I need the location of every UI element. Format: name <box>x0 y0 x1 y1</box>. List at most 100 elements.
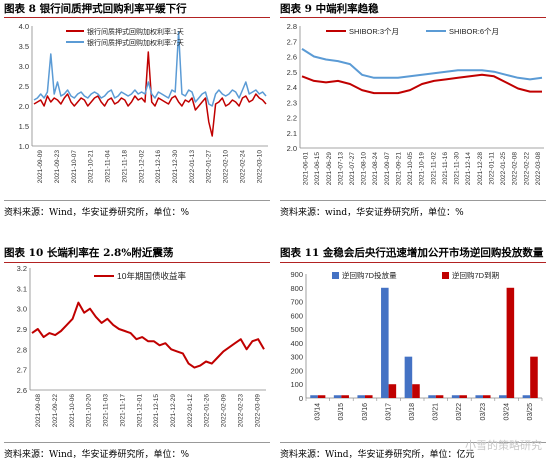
x-tick-label: 2021-12-30 <box>172 150 179 184</box>
y-tick-label: 2.7 <box>287 37 297 46</box>
legend-label: 10年期国债收益率 <box>117 271 186 281</box>
x-tick-label: 2022-01-12 <box>187 394 194 428</box>
y-tick-label: 2.1 <box>287 129 297 138</box>
y-tick-label: 700 <box>290 298 303 307</box>
bar <box>404 356 413 398</box>
x-tick-label: 2022-01-13 <box>189 150 196 184</box>
y-tick-label: 2.8 <box>287 22 297 31</box>
x-tick-label: 2021-06-01 <box>303 152 310 186</box>
x-tick-label: 2022-02-23 <box>237 394 244 428</box>
y-tick-label: 2.5 <box>287 68 297 77</box>
y-tick-label: 3.2 <box>17 264 27 273</box>
x-tick-label: 2021-07-27 <box>349 152 356 186</box>
chart-panel-8: 图表 8 银行间质押式回购利率平缓下行 1.0 1.5 2.0 2.5 3.0 3.5 4.… <box>0 0 272 232</box>
source-note: 资料来源：Wind，华安证券研究所，单位：% <box>4 450 190 460</box>
x-tick-label: 03/15 <box>338 403 345 421</box>
x-tick-label: 03/16 <box>362 403 369 421</box>
y-tick-label: 4.0 <box>19 22 29 31</box>
x-tick-label: 2021-11-30 <box>454 152 461 185</box>
bar <box>459 395 467 398</box>
source-rule <box>4 442 270 443</box>
bar <box>475 395 483 398</box>
bar <box>341 395 349 398</box>
bar <box>317 395 326 398</box>
x-tick-label: 03/17 <box>385 403 392 421</box>
x-tick-label: 2021-12-02 <box>138 150 145 184</box>
x-tick-label: 2021-10-06 <box>69 394 76 428</box>
x-tick-label: 2022-01-25 <box>500 152 507 186</box>
y-tick-label: 100 <box>290 380 303 389</box>
x-tick-label: 2021-09-23 <box>54 150 61 184</box>
y-tick-label: 2.0 <box>19 102 29 111</box>
x-tick-label: 2021-10-20 <box>86 394 93 428</box>
x-tick-label: 2021-11-17 <box>119 394 126 427</box>
x-tick-label: 2021-07-13 <box>337 152 344 186</box>
series-line <box>33 51 267 137</box>
x-tick-label: 2021-08-10 <box>361 152 368 186</box>
x-tick-label: 2021-10-21 <box>88 150 95 184</box>
title-rule <box>4 17 270 18</box>
bar <box>499 395 507 398</box>
rate-chart-9: 2.0 2.1 2.2 2.3 2.4 2.5 2.6 2.7 2.8 2021-06-01 202… <box>287 22 544 186</box>
chart-panel-9: 图表 9 中端利率趋稳 2.0 2.1 2.2 2.3 2.4 2.5 2.6 2.7 2.8 2… <box>276 0 550 232</box>
y-tick-label: 3.5 <box>19 42 29 51</box>
series-line <box>33 31 267 107</box>
x-tick-label: 2022-02-08 <box>512 152 519 186</box>
bar <box>530 356 538 398</box>
x-tick-label: 2021-12-16 <box>155 150 162 184</box>
x-tick-label: 2021-12-01 <box>136 394 143 428</box>
x-tick-label: 2021-11-18 <box>121 150 128 183</box>
x-tick-label: 03/14 <box>315 403 322 421</box>
y-tick-label: 600 <box>290 311 303 320</box>
bar <box>522 395 531 398</box>
x-tick-label: 2021-09-21 <box>395 152 402 186</box>
bar <box>388 384 397 398</box>
x-tick-label: 2022-01-11 <box>488 152 495 185</box>
x-tick-label: 2022-02-24 <box>239 150 246 184</box>
x-tick-label: 2021-09-22 <box>52 394 59 428</box>
y-tick-label: 300 <box>290 353 303 362</box>
x-tick-label: 2022-03-08 <box>535 152 542 186</box>
x-tick-label: 03/25 <box>527 403 534 421</box>
x-tick-label: 2022-02-22 <box>523 152 530 186</box>
bar <box>412 384 420 398</box>
panel-title: 图表 8 银行间质押式回购利率平缓下行 <box>4 3 187 15</box>
chart-panel-11: 图表 11 金稳会后央行迅速增加公开市场逆回购投放数量 0 100 200 300 40… <box>276 240 550 467</box>
y-tick-label: 2.6 <box>17 386 27 395</box>
legend-label: 银行间质押式回购加权利率:1天 <box>87 27 184 36</box>
rate-chart-8: 1.0 1.5 2.0 2.5 3.0 3.5 4.0 2021-09-09 2021-09-2… <box>19 22 268 184</box>
bar <box>451 395 460 398</box>
bar <box>357 395 365 398</box>
y-tick-label: 500 <box>290 325 303 334</box>
x-tick-label: 2022-02-09 <box>221 394 228 428</box>
panel-title: 图表 10 长端利率在 2.8%附近震荡 <box>4 247 174 259</box>
legend-label: 逆回购7D投放量 <box>342 270 397 280</box>
x-tick-label: 2021-08-24 <box>372 152 379 186</box>
y-tick-label: 1.5 <box>19 122 29 131</box>
y-tick-label: 1.0 <box>19 142 29 151</box>
rate-chart-10: 2.6 2.7 2.8 2.9 3.0 3.1 3.2 2021-09-08 2021-09-2… <box>17 264 266 428</box>
x-tick-label: 2022-02-10 <box>223 150 230 184</box>
y-tick-label: 200 <box>290 366 303 375</box>
bar <box>506 287 515 398</box>
x-tick-label: 2021-10-19 <box>419 152 426 186</box>
y-tick-label: 3.0 <box>19 62 29 71</box>
x-tick-label: 2021-12-28 <box>477 152 484 186</box>
x-tick-label: 2021-11-04 <box>105 150 112 183</box>
x-tick-label: 2021-09-07 <box>384 152 391 186</box>
x-tick-label: 2021-11-03 <box>103 394 110 427</box>
bar-chart-11: 0 100 200 300 400 500 600 700 800 900 03/14 03/15 03… <box>290 270 543 421</box>
source-rule <box>280 200 546 201</box>
bar <box>310 395 318 398</box>
y-tick-label: 3.0 <box>17 305 27 314</box>
y-tick-label: 2.4 <box>287 83 297 92</box>
legend-label: 银行间质押式回购加权利率:7天 <box>87 38 184 47</box>
legend-label: 逆回购7D到期 <box>452 270 499 280</box>
y-tick-label: 2.3 <box>287 98 297 107</box>
legend-swatch <box>332 272 339 279</box>
bar <box>381 287 389 398</box>
y-tick-label: 400 <box>290 339 303 348</box>
y-tick-label: 2.7 <box>17 366 27 375</box>
y-tick-label: 800 <box>290 284 303 293</box>
series-line <box>31 301 265 369</box>
